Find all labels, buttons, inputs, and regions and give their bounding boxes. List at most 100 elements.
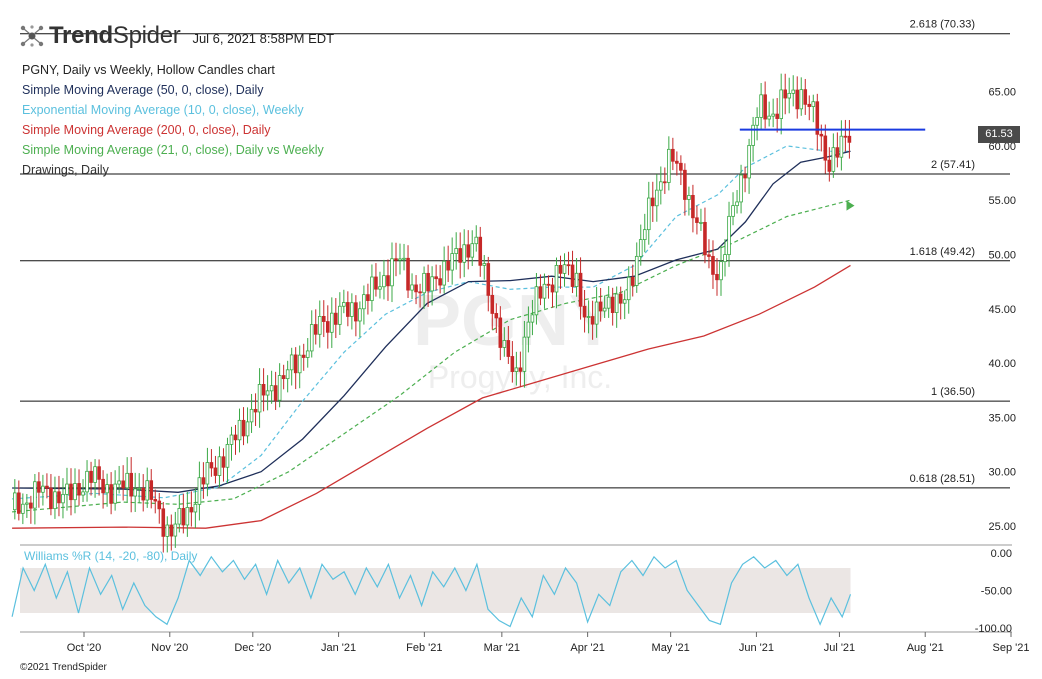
candle-body [430, 276, 434, 292]
brand-name: TrendSpider [49, 22, 181, 49]
candle-body [406, 257, 410, 291]
candle-body [839, 135, 844, 158]
candle-body [277, 375, 282, 401]
candle-body [462, 244, 467, 263]
time-tick-label: Nov '20 [151, 642, 188, 654]
candle-body [261, 384, 266, 396]
candle-body [382, 275, 386, 288]
candle-body [93, 466, 97, 483]
legend-sma50[interactable]: Simple Moving Average (50, 0, close), Da… [22, 83, 264, 97]
candle-body [550, 284, 555, 293]
candle-body [819, 133, 824, 137]
candle-body [598, 301, 603, 312]
legend-ema10-weekly[interactable]: Exponential Moving Average (10, 0, close… [22, 103, 304, 117]
candle-body [113, 483, 117, 504]
candle-body [338, 305, 342, 325]
watermark: PGNY Progyny, Inc. [413, 281, 617, 395]
candle-body [743, 174, 747, 179]
candle-body [77, 483, 81, 496]
candle-body [25, 502, 29, 505]
candle-body [390, 258, 394, 287]
legend-sma21-weekly[interactable]: Simple Moving Average (21, 0, close), Da… [22, 143, 324, 157]
williams-r-label: Williams %R (14, -20, -80), Daily [24, 549, 197, 563]
candle-body [474, 236, 479, 245]
candle-body [634, 255, 639, 286]
candle-body [835, 147, 840, 158]
candle-body [317, 316, 322, 335]
candle-body [446, 260, 450, 271]
candle-body [675, 160, 679, 164]
candle-body [21, 503, 25, 514]
candle-body [667, 148, 671, 183]
candle-body [61, 493, 65, 504]
candle-body [85, 470, 89, 493]
candle-body [695, 217, 699, 223]
candle-body [285, 369, 290, 380]
candle-body [691, 195, 695, 219]
candle-body [482, 263, 487, 266]
candle-body [165, 524, 170, 537]
candle-body [791, 89, 796, 94]
legend-sma200[interactable]: Simple Moving Average (200, 0, close), D… [22, 123, 271, 137]
candle-body [783, 89, 787, 99]
candle-body [173, 523, 178, 537]
candle-body [370, 276, 374, 301]
candle-body [253, 408, 258, 413]
time-tick-label: Feb '21 [406, 642, 442, 654]
chart-timestamp: Jul 6, 2021 8:58PM EDT [192, 31, 335, 46]
candle-body [566, 264, 571, 267]
candle-body [434, 276, 438, 280]
candle-body [33, 481, 37, 509]
time-tick-label: Apr '21 [570, 642, 605, 654]
candle-body [422, 272, 426, 294]
candle-body [731, 205, 735, 217]
candle-body [498, 317, 503, 348]
candle-body [590, 316, 595, 325]
price-tick-label: 50.00 [988, 250, 1016, 262]
candle-body [193, 503, 198, 513]
candle-body [221, 456, 226, 468]
candle-body [185, 507, 190, 526]
candle-body [394, 258, 398, 261]
candle-body [486, 263, 491, 296]
williams-r-tick-label: 0.00 [991, 548, 1012, 560]
candle-body [815, 101, 820, 135]
candle-body [426, 272, 430, 292]
fib-level-label: 1 (36.50) [931, 386, 975, 398]
candle-body [257, 384, 262, 413]
candle-body [57, 491, 61, 504]
candle-body [642, 229, 647, 240]
candle-body [354, 302, 358, 322]
candle-body [398, 258, 402, 261]
candle-body [169, 524, 174, 537]
candle-body [787, 92, 792, 99]
candle-body [755, 117, 759, 126]
last-price-badge: 61.53 [978, 126, 1020, 143]
time-tick-label: Oct '20 [67, 642, 102, 654]
candle-body [747, 145, 751, 179]
candle-body [321, 316, 326, 322]
candle-body [594, 301, 599, 325]
candle-body [610, 296, 615, 313]
candle-body [466, 244, 471, 258]
fibonacci-levels: 2.618 (70.33) 2 (57.41) 1.618 (49.42) 1 (36… [20, 19, 1010, 489]
candle-body [759, 94, 763, 118]
chart-series [12, 73, 926, 553]
candle-body [81, 491, 85, 496]
candle-body [586, 316, 591, 318]
candle-body [117, 480, 121, 485]
candle-body [514, 367, 519, 372]
candle-body [145, 480, 150, 501]
candle-body [671, 148, 675, 162]
candle-body [843, 135, 848, 138]
candle-body [827, 159, 832, 172]
time-axis: Oct '20 Nov '20 Dec '20 Jan '21 Feb '21 Mar '… [67, 632, 1029, 654]
candle-body [205, 462, 210, 485]
projection-arrow-icon [846, 200, 855, 211]
fib-level-label: 2.618 (70.33) [910, 19, 975, 31]
candle-body [197, 477, 202, 505]
candle-body [574, 272, 579, 287]
legend-drawings[interactable]: Drawings, Daily [22, 163, 109, 177]
price-tick-label: 55.00 [988, 195, 1016, 207]
